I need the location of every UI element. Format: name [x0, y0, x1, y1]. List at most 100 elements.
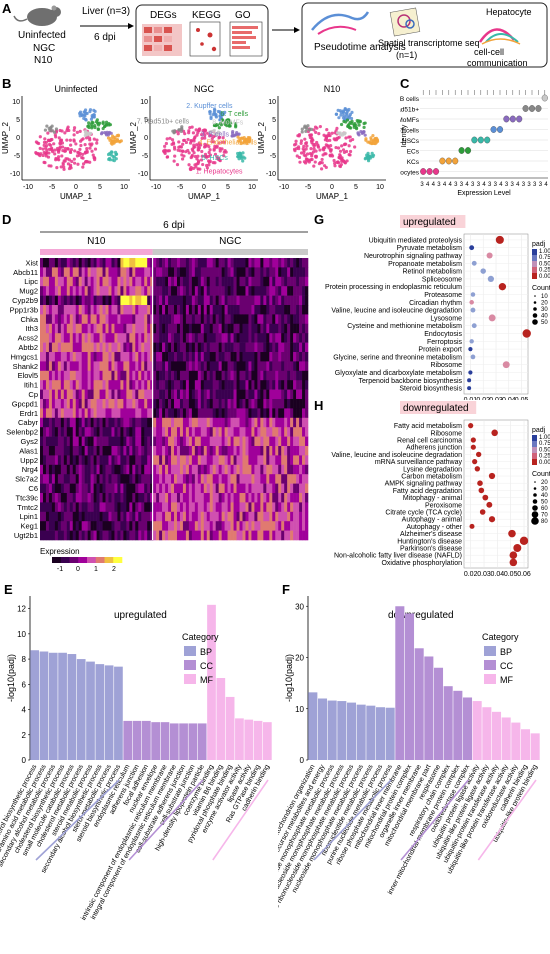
heatmap-cell [105, 361, 109, 372]
heatmap-cell [239, 436, 243, 447]
heatmap-cell [66, 399, 71, 409]
heatmap-cell [174, 333, 178, 343]
heatmap-cell [269, 267, 273, 278]
umap-point [217, 156, 221, 160]
umap-ytick: 10 [140, 99, 148, 106]
heatmap-cell [129, 530, 133, 541]
heatmap-cell [242, 352, 246, 362]
heatmap-cell [162, 361, 166, 372]
umap-point [295, 154, 299, 158]
umap-cluster-label: 2. Kupffer cells [186, 103, 233, 110]
heatmap-cell [206, 521, 211, 531]
heatmap-cell [251, 323, 255, 334]
heatmap-cell [212, 258, 216, 268]
bar [151, 722, 161, 760]
heatmap-cell [114, 380, 118, 390]
heatmap-cell [114, 493, 118, 503]
heatmap-cell [227, 455, 231, 466]
heatmap-cell [159, 399, 163, 409]
umap-point [329, 144, 333, 148]
umap-point [55, 146, 60, 151]
heatmap-cell [233, 295, 237, 306]
heatmap-cell [150, 342, 154, 353]
heatmap-cell [257, 521, 261, 531]
heatmap-cell [281, 427, 285, 437]
heatmap-cell [242, 417, 246, 428]
heatmap-cell [191, 511, 196, 522]
heatmap-cell [188, 333, 193, 343]
heatmap-cell [93, 389, 97, 400]
heatmap-cell [302, 408, 306, 419]
heatmap-cell [197, 474, 202, 484]
heatmap-cell [200, 483, 205, 494]
heatmap-cell [126, 511, 130, 522]
heatmap-cell [174, 380, 178, 390]
heatmap-cell [182, 446, 187, 456]
heatmap-cell [165, 370, 169, 381]
heatmap-cell [102, 267, 106, 278]
heatmap-cell [263, 286, 267, 296]
heatmap-cell [147, 323, 151, 334]
heatmap-cell [275, 502, 279, 513]
umap-point [118, 139, 122, 144]
heatmap-cell [48, 474, 53, 484]
umap-point [318, 160, 323, 165]
heatmap-cell [75, 417, 80, 428]
heatmap-cell [239, 427, 243, 437]
heatmap-cell [245, 436, 249, 447]
heatmap-cell [197, 295, 202, 306]
heatmap-cell [111, 276, 115, 287]
heatmap-cell [185, 370, 190, 381]
heatmap-cell [75, 323, 80, 334]
heatmap-legend-title: Expression [40, 547, 80, 556]
heatmap-cell [60, 408, 65, 419]
bar-legend-label: MF [500, 675, 513, 685]
heatmap-cell [75, 446, 80, 456]
bar [337, 701, 347, 760]
heatmap-cell [269, 446, 273, 456]
heatmap-cell [197, 370, 202, 381]
heatmap-cell [215, 361, 219, 372]
heatmap-cell [290, 408, 294, 419]
heatmap-cell [69, 276, 74, 287]
umap-point [189, 165, 193, 170]
heatmap-cell [57, 305, 62, 315]
heatmap-cell [96, 258, 100, 268]
umap-point [233, 133, 237, 137]
heatmap-cell [239, 474, 243, 484]
dotplot-category: Ribosome [430, 362, 462, 369]
heatmap-cell [230, 267, 234, 278]
heatmap-cell [188, 295, 193, 306]
heatmap-cell [132, 521, 136, 531]
dotplot-legend-size-dot [532, 319, 538, 325]
heatmap-cell [48, 493, 53, 503]
heatmap-cell [221, 530, 225, 541]
heatmap-cell [168, 436, 172, 447]
umap-point [70, 159, 74, 164]
bar [207, 604, 216, 760]
heatmap-cell [40, 408, 44, 419]
umap-point [364, 156, 368, 160]
heatmap-cell [293, 267, 297, 278]
umap-point [220, 111, 224, 116]
heatmap-cell [84, 333, 88, 343]
umap-point [366, 159, 371, 163]
heatmap-cell [51, 286, 56, 296]
heatmap-cell [287, 502, 291, 513]
heatmap-cell [60, 436, 65, 447]
heatmap-cell [305, 408, 309, 419]
heatmap-cell [221, 342, 225, 353]
dotplot-legend-swatch [532, 261, 537, 267]
heatmap-cell [129, 483, 133, 494]
heatmap-cell [138, 399, 142, 409]
heatmap-cell [293, 295, 297, 306]
umap-point [37, 152, 41, 156]
heatmap-cell [233, 455, 237, 466]
heatmap-cell [96, 436, 100, 447]
heatmap-cell [218, 417, 222, 428]
heatmap-cell [212, 483, 216, 494]
umap-point [105, 130, 109, 134]
heatmap-cell [224, 455, 228, 466]
umap-point [76, 162, 80, 166]
heatmap-cell [114, 483, 118, 494]
